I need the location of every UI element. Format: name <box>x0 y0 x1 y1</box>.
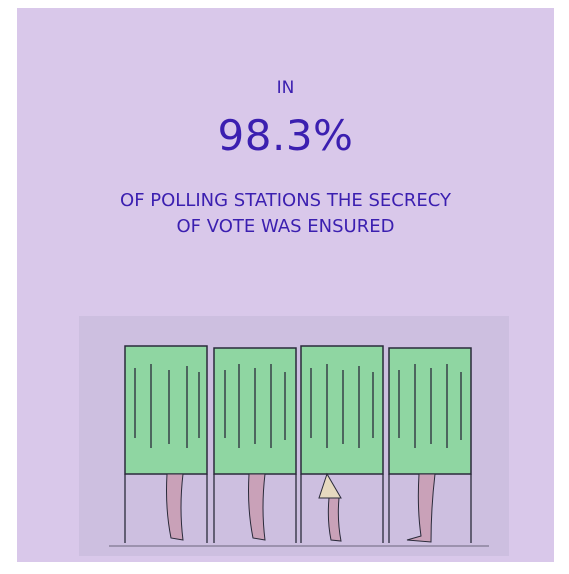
voting-booths-illustration <box>79 316 509 556</box>
voting-booth-3 <box>300 345 384 543</box>
statistic-caption: OF POLLING STATIONS THE SECRECY OF VOTE … <box>17 188 554 240</box>
statistic-value: 98.3% <box>217 111 354 160</box>
voting-booth-1 <box>124 345 208 543</box>
caption-line-2: OF VOTE WAS ENSURED <box>176 216 395 237</box>
voting-booth-4 <box>388 347 472 543</box>
infographic-panel: IN 98.3% OF POLLING STATIONS THE SECRECY… <box>17 8 554 562</box>
voting-booth-2 <box>213 347 297 543</box>
lead-text: IN <box>276 78 295 98</box>
caption-line-1: OF POLLING STATIONS THE SECRECY <box>120 190 451 211</box>
